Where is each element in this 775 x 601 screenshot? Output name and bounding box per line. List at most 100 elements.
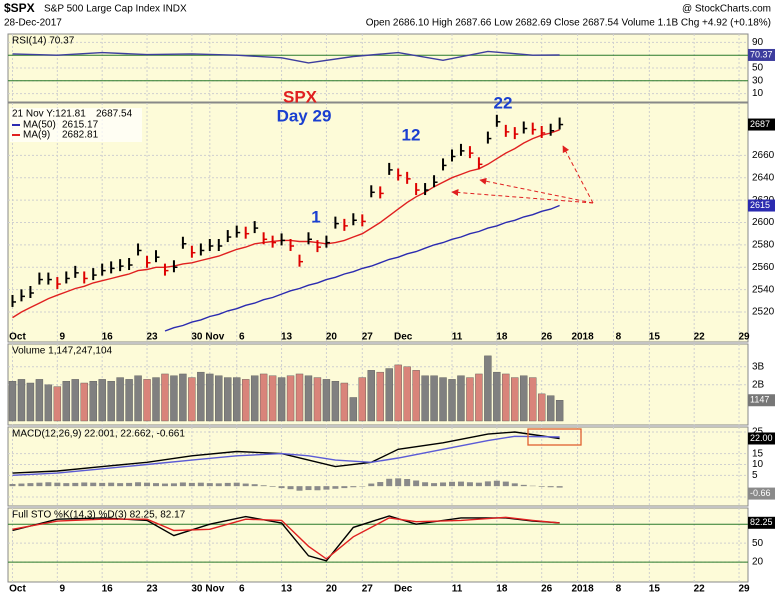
- x-tick-label: 13: [281, 584, 293, 595]
- x-tick-label: 15: [649, 584, 661, 595]
- histogram-bar: [126, 483, 132, 486]
- volume-bar: [413, 370, 420, 421]
- volume-bar: [305, 376, 312, 421]
- volume-bar: [484, 356, 491, 421]
- volume-bar: [341, 383, 348, 421]
- volume-bar: [161, 374, 168, 421]
- volume-bar: [278, 378, 285, 421]
- histogram-bar: [198, 483, 204, 486]
- volume-bar: [197, 372, 204, 421]
- volume-bar: [296, 374, 303, 421]
- quote: Open 2686.10 High 2687.66 Low 2682.69 Cl…: [366, 18, 771, 29]
- histogram-bar: [395, 478, 401, 486]
- volume-bar: [90, 381, 97, 421]
- histogram-bar: [404, 479, 410, 486]
- x-tick-label: Oct: [9, 332, 26, 343]
- x-tick-label: 6: [239, 332, 245, 343]
- histogram-bar: [243, 484, 249, 487]
- volume-bar: [81, 383, 88, 421]
- histogram-bar: [45, 482, 51, 486]
- x-tick-label: Oct: [9, 584, 26, 595]
- volume-bar: [332, 381, 339, 421]
- histogram-bar: [467, 482, 473, 486]
- x-tick-label: Dec: [394, 332, 413, 343]
- volume-bar: [206, 374, 213, 421]
- histogram-bar: [63, 483, 69, 486]
- y-tick-label: 30: [752, 75, 764, 86]
- y-tick-label: 2520: [752, 307, 775, 318]
- volume-bar: [368, 370, 375, 421]
- y-tick-label: 2B: [752, 379, 765, 390]
- annotation: SPX: [283, 87, 318, 106]
- volume-bar: [386, 369, 393, 421]
- histogram-bar: [386, 479, 392, 486]
- volume-bar: [27, 383, 34, 421]
- volume-bar: [475, 374, 482, 421]
- last-value-label: 1147: [750, 395, 769, 405]
- histogram-bar: [431, 483, 437, 486]
- histogram-bar: [36, 483, 42, 486]
- histogram-bar: [171, 483, 177, 486]
- y-tick-label: 2600: [752, 217, 775, 228]
- histogram-bar: [494, 481, 500, 486]
- volume-bar: [170, 376, 177, 421]
- volume-bar: [260, 374, 267, 421]
- x-tick-label: 29: [738, 332, 750, 343]
- x-tick-label: 2018: [571, 584, 594, 595]
- volume-bar: [457, 376, 464, 421]
- histogram-bar: [539, 486, 545, 487]
- legend-name: MA(9): [23, 130, 50, 141]
- volume-bar: [493, 372, 500, 421]
- volume-bar: [242, 379, 249, 421]
- index-name: S&P 500 Large Cap Index INDX: [44, 4, 187, 15]
- y-tick-label: 2640: [752, 172, 775, 183]
- histogram-bar: [485, 481, 491, 486]
- y-tick-label: 50: [752, 538, 764, 549]
- last-value-label: 2615: [750, 200, 770, 210]
- histogram-bar: [180, 482, 186, 486]
- x-tick-label: 15: [649, 332, 661, 343]
- histogram-bar: [225, 483, 231, 486]
- x-tick-label: Nov: [205, 332, 224, 343]
- legend-value: 2682.81: [62, 130, 99, 141]
- volume-bar: [440, 378, 447, 421]
- histogram-bar: [207, 483, 213, 486]
- y-tick-label: 10: [752, 88, 764, 99]
- volume-bar: [350, 397, 357, 421]
- volume-bar: [269, 376, 276, 421]
- histogram-bar: [449, 482, 455, 486]
- volume-bar: [54, 387, 61, 421]
- date: 28-Dec-2017: [4, 18, 62, 29]
- histogram-bar: [341, 486, 347, 488]
- volume-bar: [144, 379, 151, 421]
- histogram-bar: [512, 483, 518, 486]
- x-tick-label: 22: [694, 332, 706, 343]
- last-value-label: -0.66: [750, 488, 771, 498]
- y-tick-label: 2660: [752, 150, 775, 161]
- volume-bar: [520, 376, 527, 421]
- histogram-bar: [135, 482, 141, 486]
- histogram-bar: [81, 482, 87, 486]
- x-tick-label: 11: [452, 332, 463, 343]
- histogram-bar: [153, 483, 159, 486]
- volume-bar: [377, 372, 384, 421]
- histogram-bar: [557, 486, 563, 487]
- y-tick-label: 3B: [752, 361, 765, 372]
- panel-title: Volume 1,147,247,104: [12, 346, 113, 357]
- histogram-bar: [9, 484, 15, 486]
- y-tick-label: 2580: [752, 240, 775, 251]
- histogram-bar: [117, 483, 123, 486]
- panel-title: Full STO %K(14,3) %D(3) 82.25, 82.17: [12, 510, 186, 521]
- volume-bar: [117, 378, 124, 421]
- volume-bar: [323, 379, 330, 421]
- y-tick-label: 15: [752, 448, 764, 459]
- y-tick-label: 2560: [752, 262, 775, 273]
- x-tick-label: 23: [146, 584, 158, 595]
- volume-bar: [126, 379, 133, 421]
- volume-bar: [529, 378, 536, 421]
- histogram-bar: [413, 481, 419, 487]
- volume-bar: [108, 381, 115, 421]
- histogram-bar: [234, 483, 240, 486]
- x-tick-label: 18: [496, 332, 508, 343]
- histogram-bar: [54, 483, 60, 486]
